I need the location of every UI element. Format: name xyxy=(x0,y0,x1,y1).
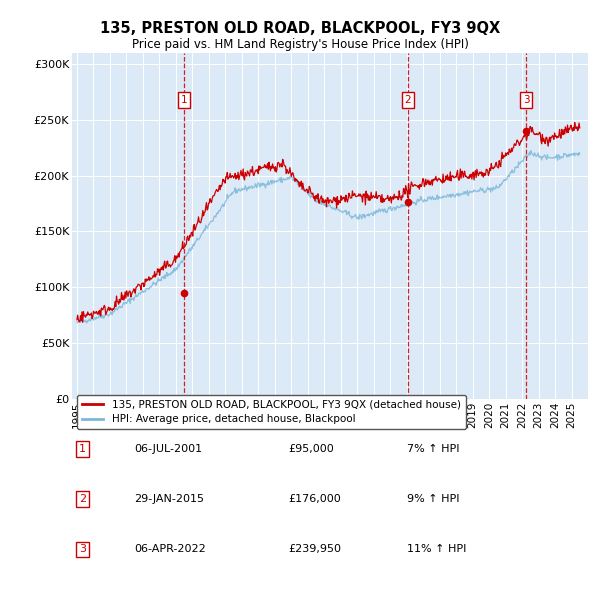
Text: £95,000: £95,000 xyxy=(289,444,334,454)
Text: £176,000: £176,000 xyxy=(289,494,341,504)
Text: 11% ↑ HPI: 11% ↑ HPI xyxy=(407,545,467,555)
Text: £239,950: £239,950 xyxy=(289,545,342,555)
Text: 1: 1 xyxy=(181,95,187,105)
Text: 1: 1 xyxy=(79,444,86,454)
Text: 7% ↑ HPI: 7% ↑ HPI xyxy=(407,444,460,454)
Legend: 135, PRESTON OLD ROAD, BLACKPOOL, FY3 9QX (detached house), HPI: Average price, : 135, PRESTON OLD ROAD, BLACKPOOL, FY3 9Q… xyxy=(77,395,466,430)
Text: 2: 2 xyxy=(79,494,86,504)
Text: 3: 3 xyxy=(79,545,86,555)
Text: Price paid vs. HM Land Registry's House Price Index (HPI): Price paid vs. HM Land Registry's House … xyxy=(131,38,469,51)
Text: 29-JAN-2015: 29-JAN-2015 xyxy=(134,494,204,504)
Text: 06-APR-2022: 06-APR-2022 xyxy=(134,545,206,555)
Text: 3: 3 xyxy=(523,95,530,105)
Text: 06-JUL-2001: 06-JUL-2001 xyxy=(134,444,202,454)
Text: 9% ↑ HPI: 9% ↑ HPI xyxy=(407,494,460,504)
Text: 135, PRESTON OLD ROAD, BLACKPOOL, FY3 9QX: 135, PRESTON OLD ROAD, BLACKPOOL, FY3 9Q… xyxy=(100,21,500,35)
Text: 2: 2 xyxy=(404,95,411,105)
